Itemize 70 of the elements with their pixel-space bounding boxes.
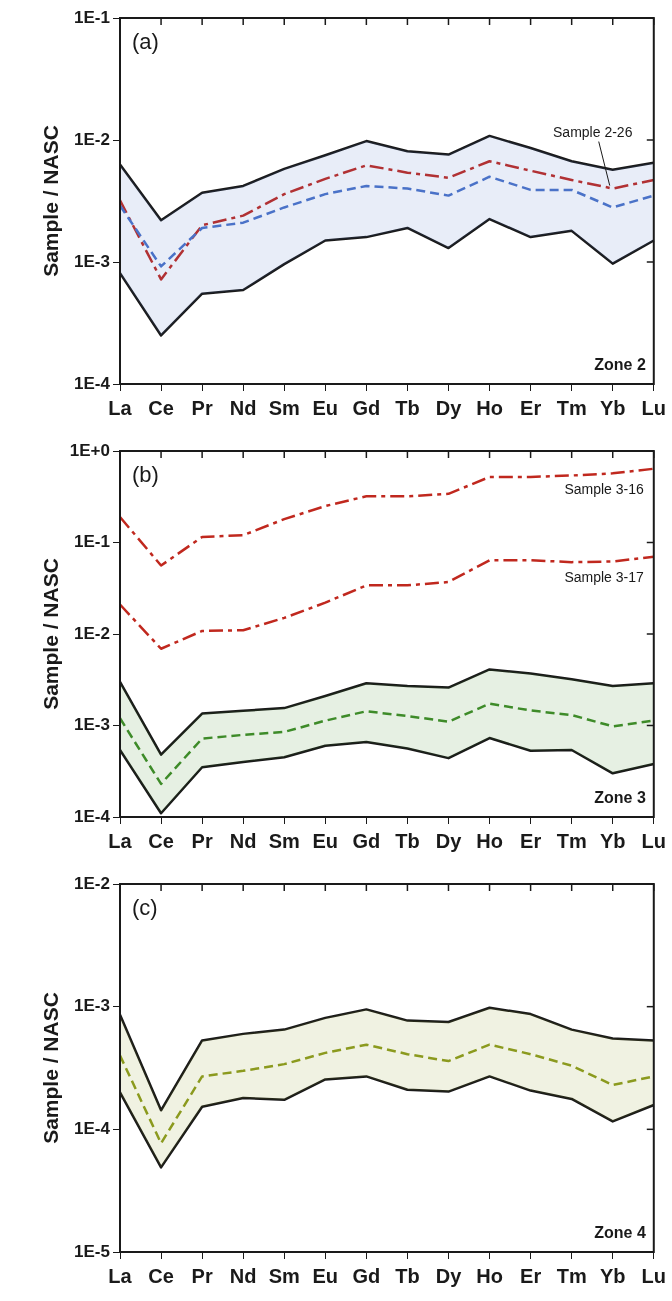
line-series bbox=[118, 467, 656, 567]
annotation: Zone 4 bbox=[594, 1224, 646, 1242]
x-tick-label: Ho bbox=[476, 829, 503, 852]
x-tick-label: Dy bbox=[435, 1264, 463, 1287]
x-tick-label: Tb bbox=[395, 396, 420, 419]
x-tick-label: Er bbox=[520, 829, 542, 852]
line-series bbox=[118, 555, 656, 650]
x-tick-label: Sm bbox=[268, 1264, 300, 1287]
x-tick-label: Er bbox=[520, 396, 542, 419]
annotation: Sample 2-26 bbox=[553, 123, 633, 140]
x-tick-label: La bbox=[108, 829, 133, 852]
x-tick-label: Lu bbox=[641, 829, 666, 852]
x-tick-label: Dy bbox=[435, 396, 463, 419]
annotation: (c) bbox=[132, 895, 158, 921]
x-tick-label: Ho bbox=[476, 396, 503, 419]
y-tick-label: 1E-5 bbox=[74, 1241, 110, 1261]
y-tick-label: 1E-3 bbox=[74, 996, 110, 1016]
x-tick-label: Nd bbox=[229, 396, 257, 419]
x-tick-label: Sm bbox=[268, 396, 300, 419]
x-tick-label: Tm bbox=[556, 396, 587, 419]
series-label: Sample 3-17 bbox=[564, 568, 644, 585]
x-tick-label: Gd bbox=[352, 396, 381, 419]
annotation: (b) bbox=[132, 462, 159, 488]
y-tick-label: 1E+0 bbox=[69, 440, 110, 460]
y-tick-label: 1E-2 bbox=[74, 873, 110, 893]
y-tick-label: 1E-4 bbox=[74, 1119, 111, 1139]
x-tick-label: Nd bbox=[229, 1264, 257, 1287]
x-tick-label: Eu bbox=[312, 396, 339, 419]
annotation: Zone 3 bbox=[594, 789, 646, 807]
x-tick-label: Eu bbox=[312, 829, 339, 852]
x-tick-label: Lu bbox=[641, 1264, 666, 1287]
y-axis-title: Sample / NASC bbox=[39, 125, 63, 277]
x-tick-label: Eu bbox=[312, 1264, 339, 1287]
x-tick-label: Tb bbox=[395, 1264, 420, 1287]
x-tick-label: Gd bbox=[352, 829, 381, 852]
x-tick-label: Ce bbox=[148, 396, 174, 419]
x-tick-label: Tm bbox=[556, 829, 587, 852]
y-tick-label: 1E-1 bbox=[74, 532, 110, 552]
x-tick-label: Tb bbox=[395, 829, 420, 852]
x-tick-label: Pr bbox=[191, 1264, 213, 1287]
x-tick-label: Yb bbox=[599, 829, 626, 852]
y-axis-title: Sample / NASC bbox=[39, 992, 63, 1144]
x-tick-label: Er bbox=[520, 1264, 542, 1287]
y-tick-label: 1E-3 bbox=[74, 251, 110, 271]
x-tick-label: Ce bbox=[148, 1264, 174, 1287]
x-tick-label: Pr bbox=[191, 829, 213, 852]
x-tick-label: Yb bbox=[599, 1264, 626, 1287]
annotation: Zone 2 bbox=[594, 356, 646, 374]
y-axis-title: Sample / NASC bbox=[39, 558, 63, 710]
x-tick-label: Lu bbox=[641, 396, 666, 419]
y-tick-label: 1E-3 bbox=[74, 715, 110, 735]
series-label: Sample 3-16 bbox=[564, 480, 644, 497]
x-tick-label: Yb bbox=[599, 396, 626, 419]
x-tick-label: Ce bbox=[148, 829, 174, 852]
y-tick-label: 1E-2 bbox=[74, 623, 110, 643]
x-tick-label: Dy bbox=[435, 829, 463, 852]
x-tick-label: La bbox=[108, 396, 133, 419]
line-series bbox=[118, 159, 656, 281]
x-tick-label: Gd bbox=[352, 1264, 381, 1287]
y-tick-label: 1E-4 bbox=[74, 373, 111, 393]
x-tick-label: Pr bbox=[191, 396, 213, 419]
y-tick-label: 1E-4 bbox=[74, 806, 111, 826]
x-tick-label: Nd bbox=[229, 829, 257, 852]
y-tick-label: 1E-1 bbox=[74, 7, 110, 27]
y-tick-label: 1E-2 bbox=[74, 129, 110, 149]
annotation: (a) bbox=[132, 29, 159, 55]
x-tick-label: Sm bbox=[268, 829, 300, 852]
x-tick-label: Ho bbox=[476, 1264, 503, 1287]
x-tick-label: La bbox=[108, 1264, 133, 1287]
x-tick-label: Tm bbox=[556, 1264, 587, 1287]
